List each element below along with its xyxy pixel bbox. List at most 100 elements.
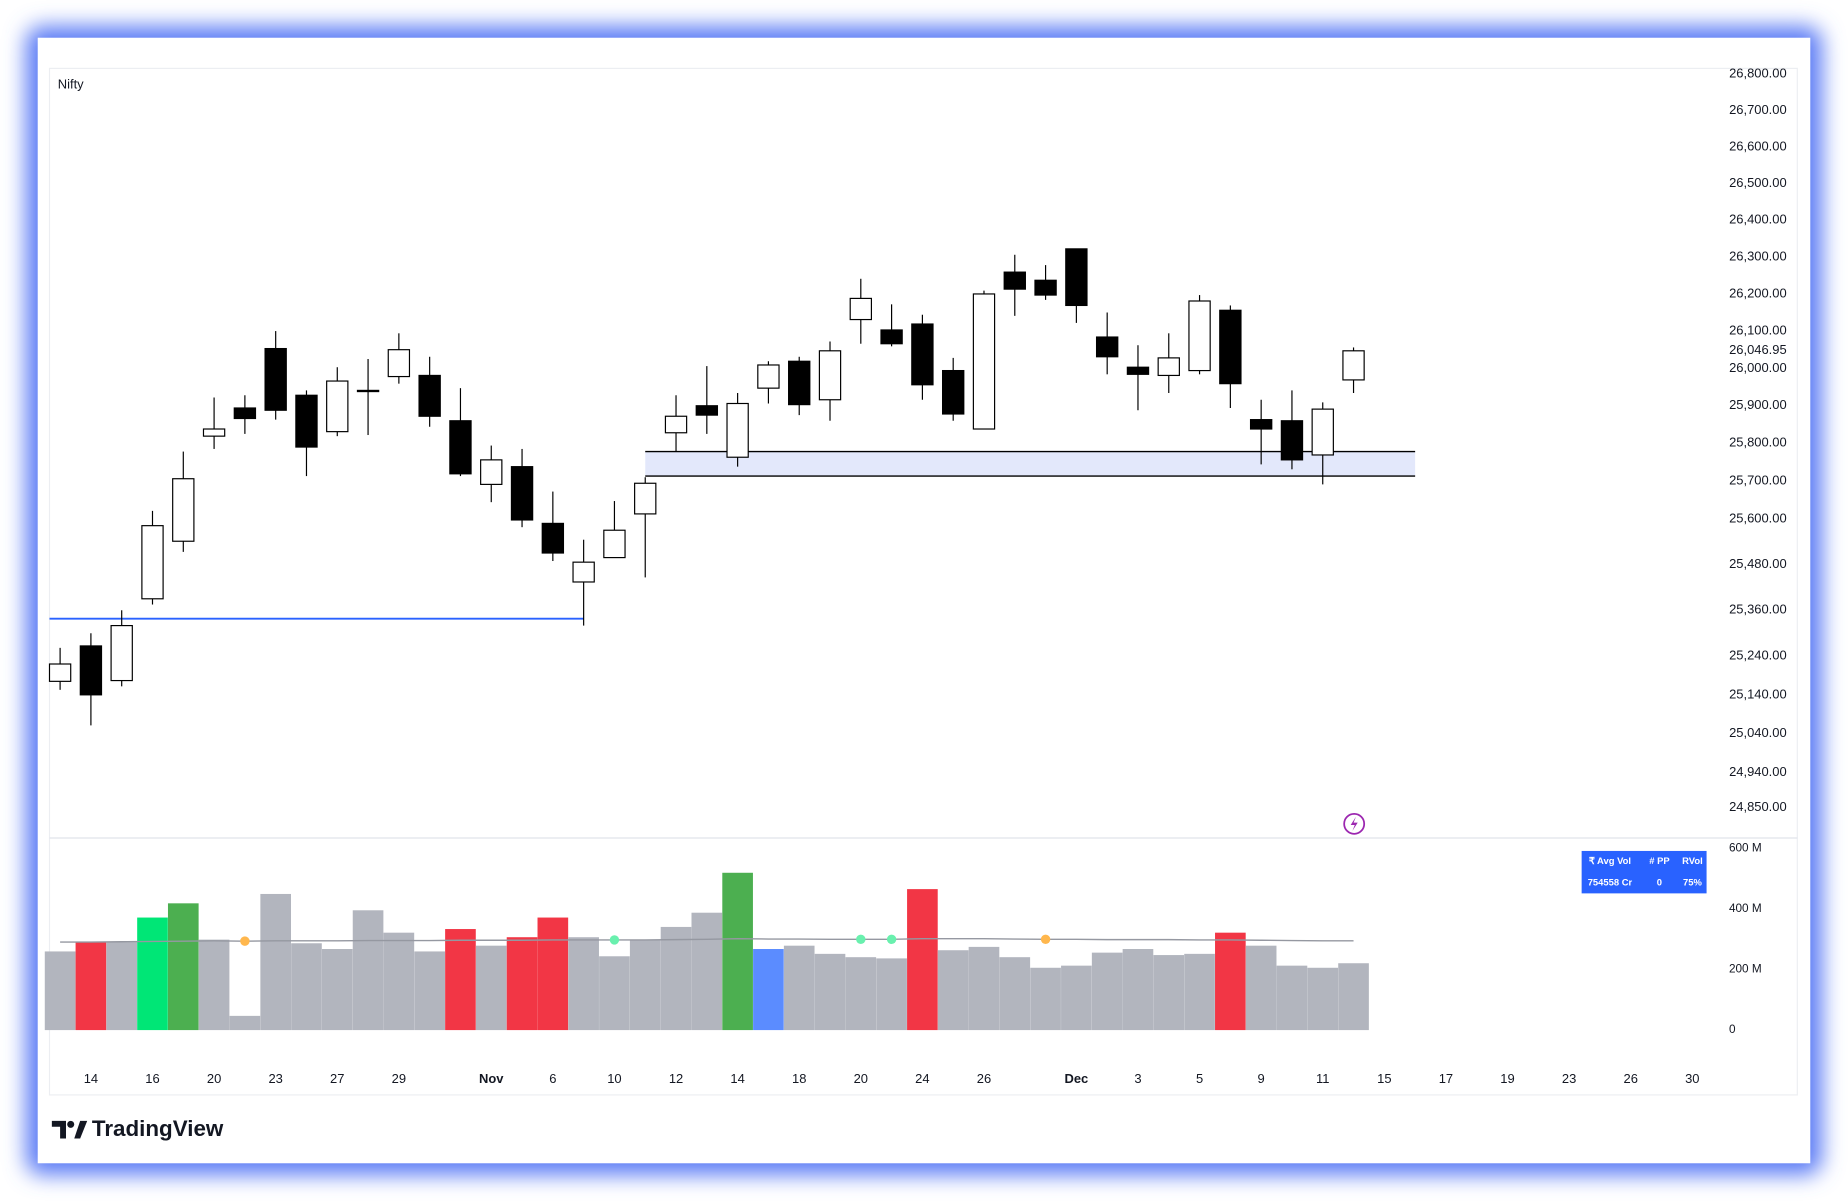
volume-tick-label: 600 M (1729, 842, 1762, 855)
x-tick-label: 20 (207, 1071, 221, 1086)
volume-signal (856, 934, 866, 945)
x-tick-label: 26 (977, 1071, 991, 1086)
volume-bar (629, 939, 661, 1031)
volume-signal (240, 936, 250, 946)
table-cell: 754558 Cr (1588, 876, 1633, 887)
volume-bar (814, 953, 846, 1031)
volume-bar (845, 957, 877, 1031)
x-tick-label: 10 (607, 1071, 621, 1086)
brand-name: TradingView (92, 1116, 224, 1141)
candle-body (695, 405, 719, 416)
y-tick-label: 25,360.00 (1729, 602, 1787, 617)
candle-body (757, 364, 780, 389)
candle-body (634, 482, 657, 515)
y-tick-label: 25,480.00 (1729, 556, 1787, 571)
candle-body (387, 349, 411, 378)
y-tick-label: 25,900.00 (1729, 397, 1787, 412)
volume-bar (106, 942, 138, 1031)
candle-body (726, 402, 749, 458)
x-tick-label: 3 (1134, 1071, 1141, 1086)
volume-bar (75, 942, 107, 1031)
volume-bar (506, 937, 538, 1031)
candle-body (1219, 309, 1242, 385)
volume-bar (783, 945, 815, 1031)
volume-bar (753, 949, 784, 1031)
volume-bar (260, 893, 292, 1031)
x-tick-label: 6 (549, 1071, 556, 1086)
y-tick-label: 26,600.00 (1729, 138, 1787, 153)
chart-border (48, 67, 1798, 1096)
candle-body (788, 360, 811, 406)
candle-body (880, 329, 903, 345)
candle-body (818, 350, 842, 401)
candle-body (1034, 279, 1057, 296)
volume-bar (1153, 955, 1185, 1031)
candle-body (1157, 357, 1180, 377)
x-tick-label: 5 (1196, 1071, 1203, 1086)
candle-body (1342, 350, 1365, 381)
symbol-title: Nifty (58, 76, 84, 91)
y-tick-label: 25,140.00 (1729, 686, 1787, 701)
volume-bar (475, 945, 507, 1031)
volume-bar (445, 929, 476, 1031)
y-tick-label: 26,800.00 (1729, 66, 1787, 81)
brand-logo: TradingView (51, 1116, 224, 1141)
x-tick-label: Nov (479, 1071, 504, 1086)
candle-body (480, 459, 503, 485)
info-table (1581, 850, 1707, 894)
x-tick-label: 20 (854, 1071, 868, 1086)
candle-body (941, 369, 965, 415)
x-tick-label: 23 (268, 1071, 282, 1086)
candle-body (603, 529, 626, 559)
volume-bar (937, 950, 969, 1031)
candle-body (664, 415, 688, 434)
x-tick-label: 9 (1258, 1071, 1265, 1086)
candle-body (1280, 420, 1304, 461)
candle-body (233, 407, 257, 420)
x-tick-label: 12 (669, 1071, 683, 1086)
volume-bar (1338, 963, 1369, 1031)
x-tick-label: 17 (1439, 1071, 1453, 1086)
candle-body (849, 297, 873, 321)
last-price-label: 26,046.95 (1729, 342, 1787, 357)
y-tick-label: 25,700.00 (1729, 472, 1787, 487)
candle-body (1126, 366, 1150, 375)
x-tick-label: 14 (730, 1071, 744, 1086)
table-cell: 75% (1683, 876, 1702, 887)
x-tick-label: 16 (145, 1071, 159, 1086)
y-tick-label: 26,100.00 (1729, 322, 1787, 337)
y-tick-label: 24,940.00 (1729, 764, 1787, 779)
candle-body (48, 663, 72, 682)
y-tick-label: 26,700.00 (1729, 102, 1787, 117)
candle-body (510, 466, 534, 521)
volume-bar (1276, 965, 1308, 1031)
volume-bar (229, 1015, 261, 1031)
volume-tick-label: 200 M (1729, 963, 1762, 976)
x-tick-label: 19 (1500, 1071, 1514, 1086)
candle-body (572, 561, 595, 583)
volume-bar (537, 917, 569, 1031)
x-tick-label: Dec (1064, 1071, 1088, 1086)
volume-bar (44, 951, 76, 1031)
y-tick-label: 26,500.00 (1729, 175, 1787, 190)
volume-bar (599, 956, 630, 1031)
candle-body (911, 323, 934, 386)
volume-bar (352, 910, 384, 1031)
x-tick-label: 24 (915, 1071, 929, 1086)
y-tick-label: 26,000.00 (1729, 360, 1787, 375)
y-tick-label: 25,040.00 (1729, 725, 1787, 740)
volume-bar (1215, 932, 1246, 1031)
volume-bar (1122, 949, 1154, 1031)
volume-signal (1040, 934, 1051, 945)
table-header: RVol (1682, 855, 1703, 866)
table-cell: 0 (1657, 876, 1662, 887)
average-volume-line (60, 938, 1354, 943)
x-tick-label: 11 (1316, 1071, 1329, 1086)
candle-body (1188, 300, 1211, 372)
candle-body (295, 394, 318, 448)
volume-bar (1184, 953, 1215, 1031)
candle-body (541, 522, 565, 554)
volume-bar (414, 951, 445, 1031)
